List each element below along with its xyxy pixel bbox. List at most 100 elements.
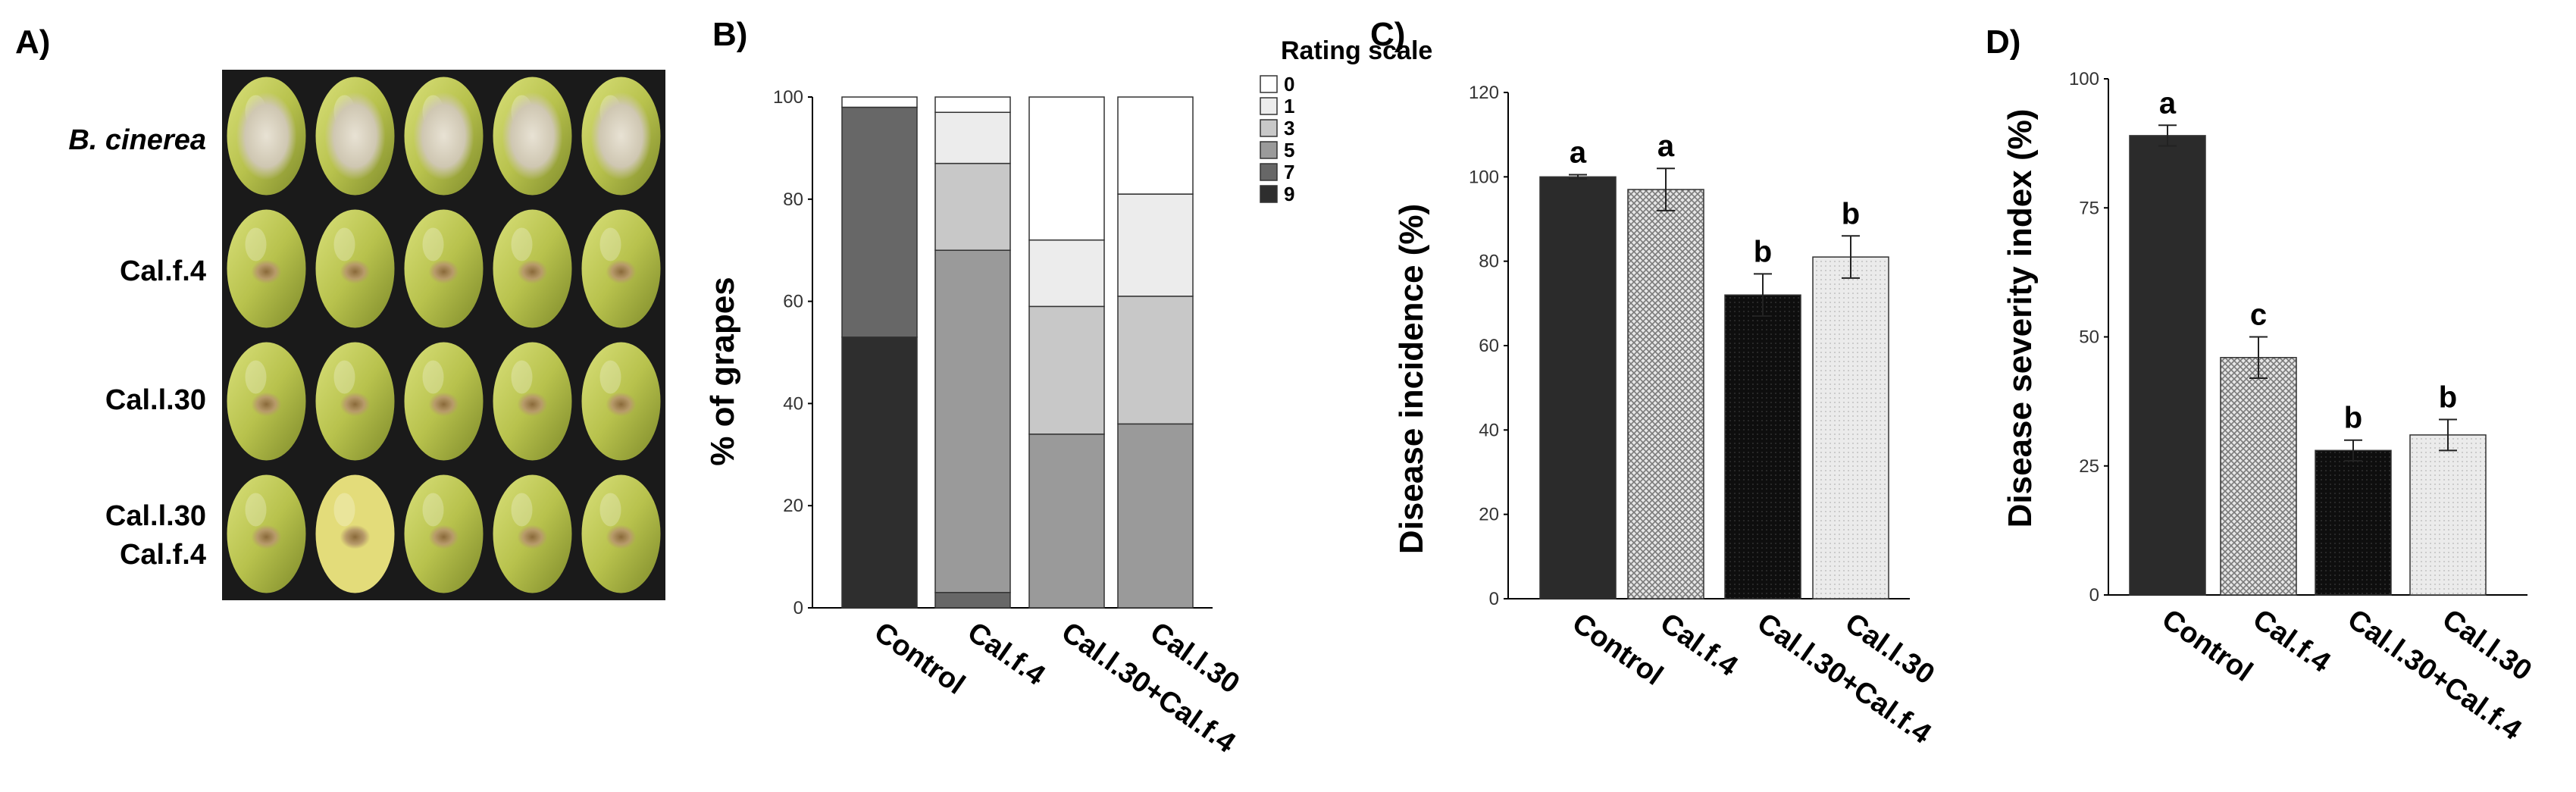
mold-lesion — [502, 92, 563, 180]
row-label-combo-line1: Cal.l.30 — [105, 500, 206, 532]
b-category-label: Cal.f.4 — [962, 616, 1051, 692]
bar — [1812, 256, 1889, 599]
infection-spot — [606, 392, 637, 417]
grape-photo — [404, 77, 484, 196]
stacked-segment — [934, 249, 1011, 593]
grape-photo — [581, 474, 661, 593]
panel-b-letter: B) — [712, 16, 747, 53]
bar — [1724, 294, 1801, 599]
grape-highlight — [599, 360, 621, 394]
d-ylabel: Disease severity index (%) — [2002, 109, 2039, 528]
grape-highlight — [245, 227, 267, 261]
legend-label: 7 — [1284, 161, 1294, 183]
grape-highlight — [422, 227, 444, 261]
b-ylabel: % of grapes — [704, 277, 741, 465]
grape-highlight — [333, 360, 355, 394]
legend-swatch — [1260, 141, 1278, 159]
stacked-segment — [841, 337, 918, 609]
grape-photo-grid: B. cinerea Cal.f.4 Cal.l.30 Cal.l.30 Cal… — [68, 70, 665, 600]
c-tick-label: 80 — [1479, 252, 1499, 272]
d-category-label: Cal.f.4 — [2247, 603, 2337, 679]
b-tick-label: 80 — [783, 189, 803, 210]
infection-spot — [517, 259, 548, 284]
d-category-label: Cal.l.30+Cal.f.4 — [2342, 603, 2527, 747]
grape-highlight — [333, 493, 355, 527]
significance-letter: a — [2159, 86, 2177, 120]
legend-swatch — [1260, 119, 1278, 137]
significance-letter: a — [1570, 136, 1587, 170]
bar — [2220, 356, 2297, 596]
legend-label: 5 — [1284, 139, 1294, 161]
legend-swatch — [1260, 163, 1278, 181]
stacked-segment — [1028, 239, 1105, 308]
b-category-label: Control — [869, 616, 971, 701]
row-label-cal-l30: Cal.l.30 — [105, 384, 206, 416]
grape-photo — [227, 474, 306, 593]
b-tick-label: 40 — [783, 393, 803, 414]
stacked-segment — [934, 162, 1011, 251]
significance-letter: b — [1842, 197, 1860, 230]
stacked-segment — [1117, 96, 1194, 195]
legend-swatch — [1260, 185, 1278, 203]
panel-a-letter: A) — [15, 23, 50, 61]
bar — [2409, 434, 2487, 596]
significance-letter: c — [2250, 299, 2267, 332]
row-label-cal-f4: Cal.f.4 — [120, 255, 206, 287]
row-label-combo-line2: Cal.f.4 — [120, 539, 206, 571]
infection-spot — [340, 392, 371, 417]
row-label-b-cinerea: B. cinerea — [68, 124, 206, 156]
bar — [1627, 189, 1704, 599]
infection-spot — [517, 524, 548, 549]
grape-photo — [315, 474, 395, 593]
grape-highlight — [599, 227, 621, 261]
stacked-segment — [1028, 96, 1105, 241]
legend-title: Rating scale — [1281, 36, 1432, 65]
mold-lesion — [413, 92, 474, 180]
grape-photo — [581, 209, 661, 328]
c-category-label: Control — [1567, 607, 1669, 692]
grape-highlight — [599, 493, 621, 527]
grape-photo — [581, 342, 661, 461]
stacked-segment — [1117, 423, 1194, 609]
d-category-label: Control — [2156, 603, 2258, 688]
bar — [2315, 449, 2392, 596]
bar — [2129, 135, 2206, 596]
infection-spot — [606, 259, 637, 284]
legend-label: 3 — [1284, 117, 1294, 139]
stacked-segment — [1117, 296, 1194, 425]
significance-letter: b — [2439, 380, 2457, 414]
mold-lesion — [236, 92, 297, 180]
grape-photo — [493, 474, 572, 593]
c-tick-label: 120 — [1469, 83, 1499, 103]
legend-label: 9 — [1284, 183, 1294, 205]
stacked-segment — [841, 106, 918, 338]
grape-highlight — [333, 227, 355, 261]
grape-highlight — [245, 493, 267, 527]
d-tick-label: 0 — [2089, 585, 2099, 606]
significance-letter: a — [1657, 130, 1675, 163]
infection-spot — [606, 524, 637, 549]
legend-label: 1 — [1284, 95, 1294, 117]
d-tick-label: 100 — [2069, 69, 2099, 89]
significance-letter: b — [2344, 402, 2362, 435]
d-tick-label: 50 — [2079, 327, 2099, 348]
d-tick-label: 75 — [2079, 198, 2099, 218]
grape-photo — [227, 342, 306, 461]
grape-highlight — [511, 493, 533, 527]
infection-spot — [428, 259, 459, 284]
stacked-segment — [934, 592, 1011, 609]
c-ylabel: Disease incidence (%) — [1393, 204, 1430, 554]
panel-d-letter: D) — [1986, 23, 2020, 61]
c-tick-label: 100 — [1469, 167, 1499, 187]
panel-c-letter: C) — [1370, 16, 1405, 53]
grape-highlight — [511, 360, 533, 394]
grape-photo — [227, 209, 306, 328]
grape-photo — [315, 209, 395, 328]
infection-spot — [340, 524, 371, 549]
mold-lesion — [324, 92, 386, 180]
infection-spot — [428, 524, 459, 549]
b-tick-label: 100 — [773, 87, 803, 108]
grape-photo — [493, 77, 572, 196]
infection-spot — [428, 392, 459, 417]
